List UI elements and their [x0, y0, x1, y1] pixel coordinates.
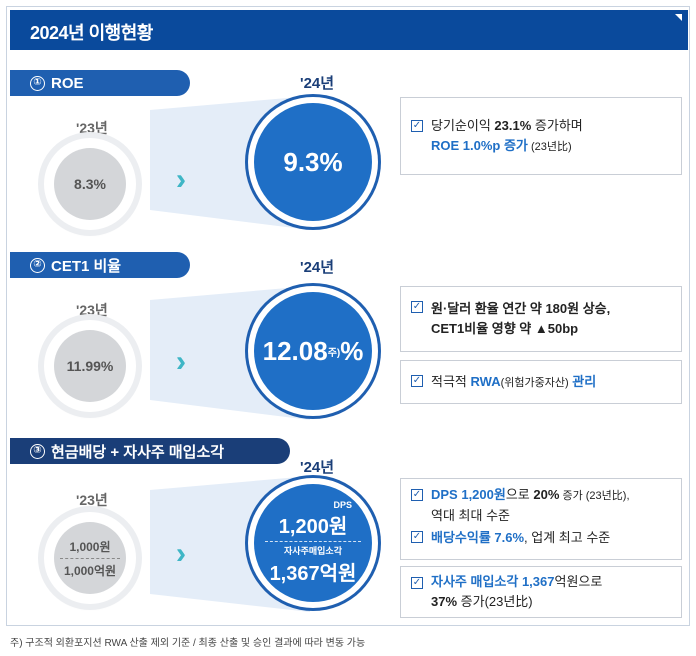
cur-values: DPS 1,200원 자사주매입소각 1,367억원 — [254, 484, 372, 602]
section-label: CET1 비율 — [51, 257, 122, 275]
note-roe: ✓ 당기순이익 23.1% 증가하며 ROE 1.0%p 증가 (23년比) — [400, 97, 682, 175]
corner-mark-icon — [675, 14, 682, 21]
prev-value-circle: 11.99% — [44, 320, 136, 412]
section-label: 현금배당 + 자사주 매입소각 — [51, 443, 225, 461]
check-icon: ✓ — [411, 531, 423, 543]
cur-year-label: '24년 — [300, 259, 335, 276]
note-cet1-rwa: ✓ 적극적 RWA(위험가중자산) 관리 — [400, 360, 682, 404]
note-line: 자사주 매입소각 1,367억원으로 — [431, 574, 603, 589]
section-dividend-header: ③ 현금배당 + 자사주 매입소각 — [10, 438, 290, 464]
check-icon: ✓ — [411, 375, 423, 387]
check-icon: ✓ — [411, 489, 423, 501]
check-icon: ✓ — [411, 120, 423, 132]
prev-buyback: 1,000억원 — [63, 563, 117, 578]
note-cet1-fx: ✓ 원·달러 환율 연간 약 180원 상승, CET1비율 영향 약 ▲50b… — [400, 286, 682, 352]
page-title: 2024년 이행현황 — [30, 23, 153, 43]
note-line: 적극적 RWA(위험가중자산) 관리 — [431, 374, 597, 389]
prev-year-label: '23년 — [76, 120, 108, 136]
footnote: 주) 구조적 외환포지션 RWA 산출 제외 기준 / 최종 산출 및 승인 결… — [10, 638, 366, 649]
prev-dps: 1,000원 — [69, 539, 111, 554]
note-line: 원·달러 환율 연간 약 180원 상승, — [431, 301, 611, 316]
cur-value-circle: 12.08 주)% — [248, 286, 378, 416]
check-icon: ✓ — [411, 577, 423, 589]
cur-year-label: '24년 — [300, 459, 335, 476]
cur-buyback: 1,367억원 — [269, 563, 357, 585]
prev-value-circle: 8.3% — [44, 138, 136, 230]
cur-value-circle: 9.3% — [248, 97, 378, 227]
cur-year-label: '24년 — [300, 75, 335, 92]
note-line: 역대 최대 수준 — [431, 508, 510, 523]
prev-year-label: '23년 — [76, 492, 108, 508]
prev-values: 1,000원 1,000억원 — [54, 522, 126, 594]
section-number: ② — [30, 257, 45, 273]
section-number: ① — [30, 75, 45, 91]
note-line: DPS 1,200원으로 20% 증가 (23년比), — [431, 487, 630, 502]
note-line: ROE 1.0%p 증가 (23년比) — [431, 138, 572, 153]
prev-value: 11.99% — [54, 330, 126, 402]
note-buyback: ✓ 자사주 매입소각 1,367억원으로 37% 증가(23년比) — [400, 566, 682, 618]
note-line: 당기순이익 23.1% 증가하며 — [431, 118, 583, 133]
prev-year-label: '23년 — [76, 302, 108, 318]
note-line: CET1비율 영향 약 ▲50bp — [431, 321, 579, 336]
buyback-label: 자사주매입소각 — [284, 546, 342, 556]
note-dividend: ✓ ✓ DPS 1,200원으로 20% 증가 (23년比), 역대 최대 수준… — [400, 478, 682, 560]
note-line: 37% 증가(23년比) — [431, 594, 533, 609]
prev-value: 8.3% — [54, 148, 126, 220]
section-number: ③ — [30, 443, 45, 459]
cur-value: 9.3% — [254, 103, 372, 221]
section-roe-header: ① ROE — [10, 70, 190, 96]
cur-dps: 1,200원 — [278, 516, 348, 538]
check-icon: ✓ — [411, 301, 423, 313]
dps-label: DPS — [333, 500, 352, 510]
cur-value: 12.08 주)% — [254, 292, 372, 410]
cur-value-circle: DPS 1,200원 자사주매입소각 1,367억원 — [248, 478, 378, 608]
section-label: ROE — [51, 74, 84, 92]
prev-value-circle: 1,000원 1,000억원 — [44, 512, 136, 604]
title-bar: 2024년 이행현황 — [10, 10, 688, 50]
note-line: 배당수익률 7.6%, 업계 최고 수준 — [431, 530, 611, 545]
section-cet1-header: ② CET1 비율 — [10, 252, 190, 278]
